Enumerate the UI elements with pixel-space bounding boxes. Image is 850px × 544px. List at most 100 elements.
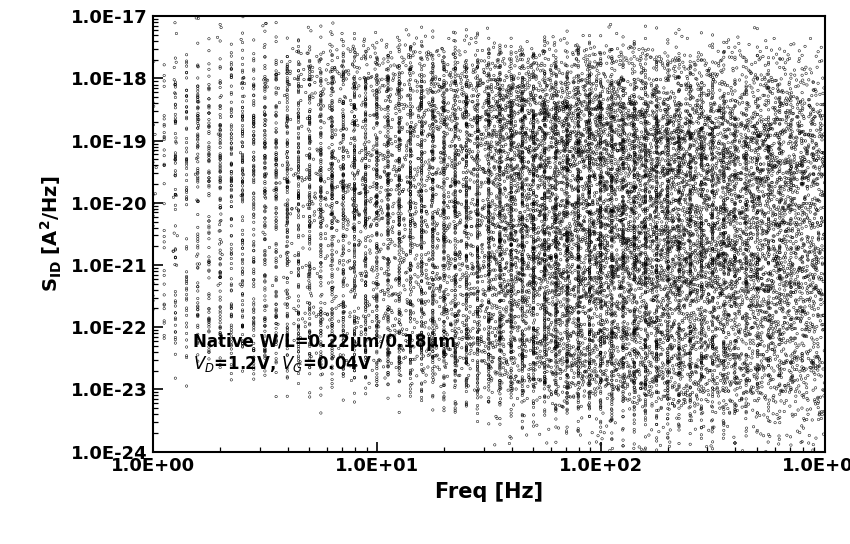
Point xyxy=(809,283,823,292)
Point xyxy=(426,252,439,261)
Point xyxy=(647,283,660,292)
Point xyxy=(640,259,654,268)
Point xyxy=(246,339,260,348)
Point xyxy=(749,319,762,328)
Point xyxy=(348,225,361,233)
Point xyxy=(482,177,496,186)
Point xyxy=(519,138,533,146)
Point xyxy=(471,294,484,302)
Point xyxy=(779,227,792,236)
Point xyxy=(493,365,507,374)
Point xyxy=(524,88,537,97)
Point xyxy=(688,207,702,216)
Point xyxy=(449,277,462,286)
Point xyxy=(538,106,552,115)
Point xyxy=(575,413,588,422)
Point xyxy=(246,122,260,131)
Point xyxy=(490,91,503,100)
Point xyxy=(638,215,651,224)
Point xyxy=(694,181,707,189)
Point xyxy=(745,257,758,265)
Point xyxy=(224,354,238,362)
Point xyxy=(560,331,574,340)
Point xyxy=(673,164,687,173)
Point xyxy=(445,78,459,86)
Point xyxy=(420,207,434,216)
Point xyxy=(740,424,753,432)
Point xyxy=(720,283,734,292)
Point xyxy=(522,262,536,271)
Point xyxy=(401,186,415,194)
Point xyxy=(717,311,730,319)
Point xyxy=(813,126,827,134)
Point xyxy=(672,242,686,251)
Point xyxy=(684,296,698,305)
Point xyxy=(460,387,473,396)
Point xyxy=(594,405,608,413)
Point xyxy=(473,267,486,275)
Point xyxy=(728,205,742,214)
Point xyxy=(191,294,205,303)
Point xyxy=(759,96,773,105)
Point xyxy=(627,153,641,162)
Point xyxy=(427,286,440,294)
Point xyxy=(661,208,675,217)
Point xyxy=(587,245,601,254)
Point xyxy=(415,286,428,294)
Point xyxy=(762,194,775,202)
Point xyxy=(636,160,649,169)
Point xyxy=(649,172,662,181)
Point xyxy=(461,324,474,333)
Point xyxy=(415,188,428,196)
Point xyxy=(434,334,448,343)
Point xyxy=(527,323,541,332)
Point xyxy=(664,92,677,101)
Point xyxy=(649,350,663,358)
Point xyxy=(575,350,588,359)
Point xyxy=(742,102,756,110)
Point xyxy=(703,268,717,277)
Point xyxy=(717,149,730,158)
Point xyxy=(708,247,722,256)
Point xyxy=(811,219,824,227)
Point xyxy=(764,145,778,154)
Point xyxy=(391,182,405,190)
Point xyxy=(561,283,575,292)
Point xyxy=(640,300,654,309)
Point xyxy=(740,320,753,329)
Point xyxy=(583,247,597,256)
Point xyxy=(649,93,663,102)
Point xyxy=(235,103,249,112)
Point xyxy=(415,96,428,105)
Point xyxy=(764,316,778,324)
Point xyxy=(662,156,676,165)
Point xyxy=(695,232,709,240)
Point xyxy=(634,325,648,333)
Point xyxy=(639,304,653,313)
Point xyxy=(415,151,428,159)
Point xyxy=(773,97,786,106)
Point xyxy=(529,361,542,369)
Point xyxy=(618,129,632,138)
Point xyxy=(566,379,580,388)
Point xyxy=(646,202,660,211)
Point xyxy=(649,278,663,287)
Point xyxy=(235,191,249,200)
Point xyxy=(460,119,473,127)
Point xyxy=(782,186,796,195)
Point xyxy=(620,328,633,337)
Point xyxy=(370,86,383,95)
Point xyxy=(804,405,818,413)
Point xyxy=(497,270,511,279)
Point xyxy=(740,219,753,227)
Point xyxy=(581,78,594,86)
Point xyxy=(809,434,823,442)
Point xyxy=(616,299,630,308)
Point xyxy=(773,330,786,339)
Point xyxy=(444,182,457,191)
Point xyxy=(600,169,614,177)
Point xyxy=(235,259,249,268)
Point xyxy=(437,254,451,263)
Point xyxy=(179,188,193,197)
Point xyxy=(758,236,772,244)
